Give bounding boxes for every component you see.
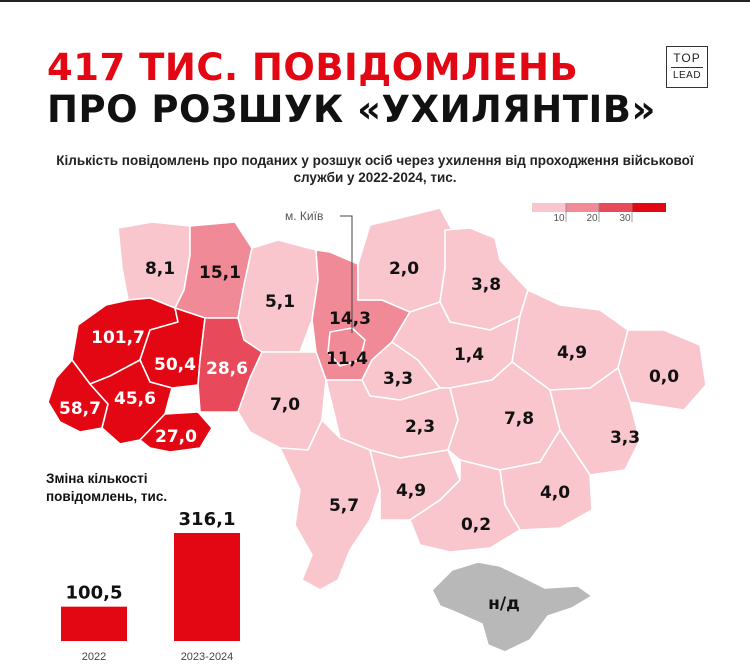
region-chernivtsi (139, 411, 213, 453)
kyiv-leader-line (340, 215, 353, 333)
bar-category-label: 2023-2024 (181, 651, 234, 663)
bar-category-label: 2022 (82, 651, 106, 663)
region-kherson (409, 459, 521, 553)
label-donetsk: 3,3 (610, 428, 640, 448)
label-kirovohrad: 2,3 (405, 417, 435, 437)
logo-bottom-text: LEAD (672, 70, 702, 81)
label-zaporizhzhia: 4,0 (540, 483, 570, 503)
title-line-1: 417 ТИС. ПОВІДОМЛЕНЬ (47, 46, 579, 89)
legend-swatch-4 (632, 203, 666, 212)
region-crimea (431, 561, 593, 653)
bar-2023-2024 (174, 533, 240, 641)
kyiv-city-label: м. Київ (285, 209, 323, 223)
change-bar-chart: 100,5 2022 316,1 2023-2024 (61, 509, 240, 663)
bar-2022 (61, 606, 127, 641)
subtitle: Кількість повідомлень про поданих у розш… (56, 153, 694, 185)
label-chernivtsi: 27,0 (155, 427, 197, 447)
legend-swatch-1 (532, 203, 566, 212)
label-zhytomyr: 5,1 (265, 292, 295, 312)
logo-divider (671, 67, 703, 68)
label-poltava: 1,4 (454, 345, 484, 365)
top-lead-logo: TOP LEAD (666, 46, 708, 88)
label-chernihiv: 2,0 (389, 259, 419, 279)
bar-value-label: 100,5 (66, 583, 123, 604)
label-kherson: 0,2 (461, 515, 491, 535)
label-rivne: 15,1 (199, 263, 241, 283)
label-ivano-frankivsk: 45,6 (114, 389, 156, 409)
label-vinnytsia: 7,0 (270, 395, 300, 415)
bar-value-label: 316,1 (179, 509, 236, 530)
top-border-line (0, 0, 750, 2)
legend-tick-30: 30 (619, 213, 631, 224)
region-odesa (279, 419, 381, 591)
label-cherkasy: 3,3 (383, 369, 413, 389)
label-luhansk: 0,0 (649, 367, 679, 387)
change-chart-title: Зміна кількості повідомлень, тис. (46, 470, 167, 506)
label-volyn: 8,1 (145, 259, 175, 279)
label-lviv: 101,7 (91, 328, 145, 348)
label-mykolaiv: 4,9 (396, 481, 426, 501)
change-title-line-1: Зміна кількості (46, 471, 148, 486)
label-khmelnytskyi: 28,6 (206, 359, 248, 379)
legend-swatch-3 (599, 203, 632, 212)
title-line-2: ПРО РОЗШУК «УХИЛЯНТІВ» (47, 88, 656, 131)
label-crimea: н/д (488, 594, 520, 614)
color-legend: 10 20 30 (532, 203, 666, 224)
label-sumy: 3,8 (471, 275, 501, 295)
legend-swatch-2 (566, 203, 599, 212)
legend-tick-10: 10 (553, 213, 565, 224)
label-ternopil: 50,4 (154, 355, 196, 375)
label-zakarpattia: 58,7 (59, 399, 101, 419)
change-title-line-2: повідомлень, тис. (46, 489, 168, 504)
label-odesa: 5,7 (329, 496, 359, 516)
label-kharkiv: 4,9 (557, 343, 587, 363)
label-kyiv-city: 11,4 (326, 349, 368, 369)
legend-tick-20: 20 (586, 213, 598, 224)
label-kyiv-oblast: 14,3 (329, 309, 371, 329)
logo-top-text: TOP (673, 51, 701, 65)
label-dnipropetrovsk: 7,8 (504, 409, 534, 429)
